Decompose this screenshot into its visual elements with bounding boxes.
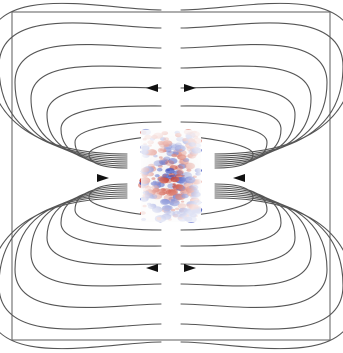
- field-line: [180, 44, 328, 159]
- arrow-bottom-left-icon: [146, 264, 158, 272]
- field-line-arrows: [97, 84, 245, 272]
- arrow-mid-right-icon: [233, 174, 245, 182]
- field-line: [0, 22, 162, 157]
- field-line: [180, 65, 312, 161]
- field-line: [0, 2, 162, 155]
- field-line: [180, 105, 282, 165]
- field-line: [180, 197, 343, 350]
- arrow-mid-left-icon: [97, 174, 109, 182]
- field-line: [0, 197, 162, 350]
- field-line: [60, 105, 162, 165]
- field-line: [180, 187, 282, 247]
- field-line: [180, 86, 296, 163]
- field-line: [30, 191, 162, 287]
- field-line: [46, 86, 162, 163]
- field-line: [30, 65, 162, 161]
- field-line: [0, 195, 162, 330]
- field-line: [180, 185, 268, 231]
- field-line: [74, 121, 162, 167]
- field-line: [180, 191, 312, 287]
- field-line: [180, 2, 343, 155]
- patch-fade: [141, 130, 201, 222]
- field-line: [46, 189, 162, 266]
- field-line: [60, 187, 162, 247]
- field-line: [180, 121, 268, 167]
- field-line: [14, 193, 162, 308]
- arrow-top-right-icon: [184, 84, 196, 92]
- field-line: [74, 185, 162, 231]
- field-line: [180, 189, 296, 266]
- arrow-top-left-icon: [146, 84, 158, 92]
- arrow-bottom-right-icon: [184, 264, 196, 272]
- turbulent-velocity-field: [138, 128, 203, 223]
- field-line: [14, 44, 162, 159]
- field-line: [180, 193, 328, 308]
